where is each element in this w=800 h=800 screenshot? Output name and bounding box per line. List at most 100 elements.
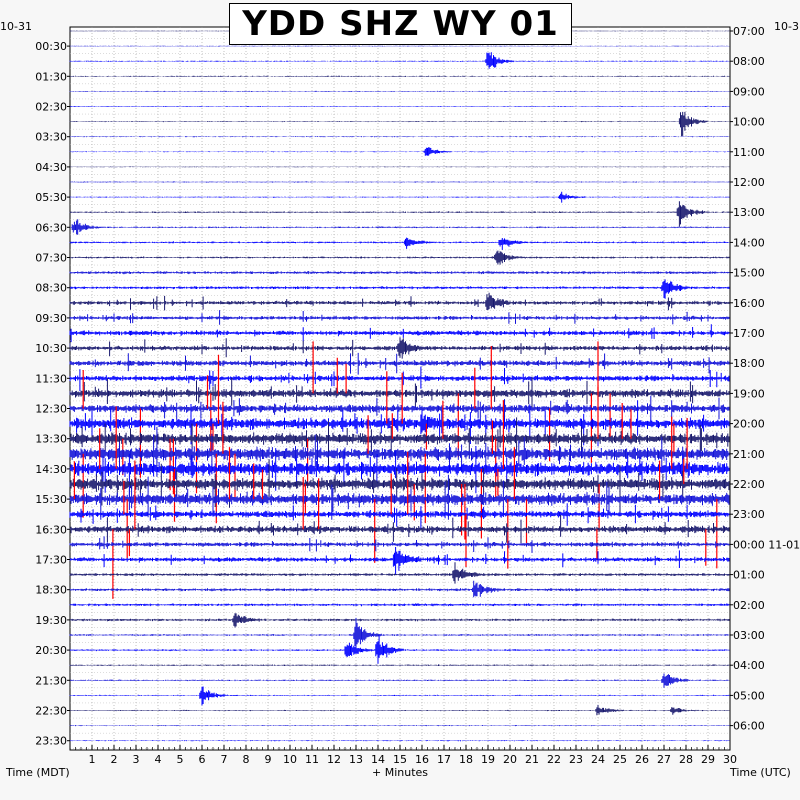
trace-line <box>69 52 730 69</box>
trace-line <box>69 181 730 183</box>
trace-line <box>69 90 730 92</box>
trace-line <box>69 292 730 311</box>
x-tick-label: 15 <box>393 753 407 766</box>
right-time-label: 18:00 <box>733 357 765 370</box>
trace-line <box>69 664 730 666</box>
right-time-label: 20:00 <box>733 418 765 431</box>
x-axis-label: + Minutes <box>372 766 429 779</box>
trace-line <box>69 503 730 530</box>
x-tick-label: 19 <box>481 753 495 766</box>
x-tick-label: 26 <box>635 753 649 766</box>
right-time-label: 19:00 <box>733 387 765 400</box>
y-axis-label-right: Time (UTC) <box>730 766 791 779</box>
right-time-label: 21:00 <box>733 448 765 461</box>
right-time-label: 10:00 <box>733 116 765 129</box>
right-time-label: 12:00 <box>733 176 765 189</box>
trace-line <box>69 459 730 513</box>
trace-line <box>69 324 730 343</box>
left-time-label: 04:30 <box>35 161 67 174</box>
left-time-label: 16:30 <box>35 523 67 536</box>
trace-line <box>69 201 730 227</box>
right-time-label: 01:00 <box>733 569 765 582</box>
start-date-right: 10-3 <box>774 20 799 33</box>
x-tick-label: 27 <box>657 753 671 766</box>
left-time-label: 09:30 <box>35 312 67 325</box>
left-time-label: 13:30 <box>35 433 67 446</box>
x-tick-label: 29 <box>701 753 715 766</box>
left-time-label: 01:30 <box>35 70 67 83</box>
right-time-label: 00:00 11-01 <box>733 538 800 551</box>
trace-line <box>69 111 730 137</box>
right-time-label: 04:00 <box>733 659 765 672</box>
x-tick-label: 23 <box>569 753 583 766</box>
left-time-label: 05:30 <box>35 191 67 204</box>
x-axis: 1 2 3 4 5 6 7 8 9 10 11 12 13 14 15 16 17 18 19 20 21 22 23 24 2… <box>69 745 737 766</box>
x-tick-label: 14 <box>371 753 385 766</box>
clipped-trace-marker <box>112 460 707 599</box>
left-time-label: 03:30 <box>35 131 67 144</box>
trace-line <box>69 376 730 408</box>
left-time-label: 07:30 <box>35 252 67 265</box>
left-time-label: 23:30 <box>35 735 67 748</box>
left-time-label: 14:30 <box>35 463 67 476</box>
trace-line <box>69 426 730 477</box>
right-time-label: 16:00 <box>733 297 765 310</box>
right-time-label: 14:00 <box>733 236 765 249</box>
x-tick-label: 12 <box>327 753 341 766</box>
right-time-label: 08:00 <box>733 55 765 68</box>
x-tick-label: 30 <box>723 753 737 766</box>
trace-line <box>69 337 730 359</box>
right-time-label: 15:00 <box>733 267 765 280</box>
plot-grid <box>70 27 730 750</box>
trace-line <box>69 400 730 447</box>
left-time-label: 22:30 <box>35 705 67 718</box>
x-tick-label: 10 <box>283 753 297 766</box>
clipped-trace-marker <box>123 451 467 567</box>
x-tick-label: 2 <box>111 753 118 766</box>
x-tick-label: 4 <box>155 753 162 766</box>
trace-line <box>69 271 730 275</box>
x-tick-label: 28 <box>679 753 693 766</box>
right-time-label: 22:00 <box>733 478 765 491</box>
y-axis-label-left: Time (MDT) <box>6 766 70 779</box>
right-time-label: 07:00 <box>733 25 765 38</box>
left-time-label: 21:30 <box>35 674 67 687</box>
x-tick-label: 5 <box>177 753 184 766</box>
left-time-label: 18:30 <box>35 584 67 597</box>
x-tick-label: 8 <box>243 753 250 766</box>
chart-title-box: YDD SHZ WY 01 <box>229 3 572 45</box>
left-time-label: 00:30 <box>35 40 67 53</box>
left-time-label: 19:30 <box>35 614 67 627</box>
left-time-label: 08:30 <box>35 282 67 295</box>
chart-title: YDD SHZ WY 01 <box>242 4 559 44</box>
left-time-label: 06:30 <box>35 221 67 234</box>
trace-line <box>69 237 730 250</box>
x-tick-label: 6 <box>199 753 206 766</box>
left-time-label: 20:30 <box>35 644 67 657</box>
x-tick-label: 25 <box>613 753 627 766</box>
x-tick-label: 21 <box>525 753 539 766</box>
left-time-label: 11:30 <box>35 372 67 385</box>
left-time-label: 15:30 <box>35 493 67 506</box>
x-tick-label: 3 <box>133 753 140 766</box>
trace-line <box>69 725 730 727</box>
trace-line <box>69 562 730 584</box>
x-tick-label: 20 <box>503 753 517 766</box>
x-tick-label: 17 <box>437 753 451 766</box>
left-time-label: 17:30 <box>35 554 67 567</box>
right-time-label: 17:00 <box>733 327 765 340</box>
right-time-label: 05:00 <box>733 689 765 702</box>
right-time-label: 09:00 <box>733 85 765 98</box>
left-time-label: 02:30 <box>35 101 67 114</box>
x-tick-label: 24 <box>591 753 605 766</box>
right-time-label: 23:00 <box>733 508 765 521</box>
x-tick-label: 16 <box>415 753 429 766</box>
left-time-label: 10:30 <box>35 342 67 355</box>
x-tick-label: 13 <box>349 753 363 766</box>
right-time-label: 13:00 <box>733 206 765 219</box>
trace-line <box>69 686 730 706</box>
right-time-label: 11:00 <box>733 146 765 159</box>
x-tick-label: 22 <box>547 753 561 766</box>
left-time-axis: 00:30 01:30 02:30 03:30 04:30 05:30 06:30 07:30… <box>35 40 70 748</box>
